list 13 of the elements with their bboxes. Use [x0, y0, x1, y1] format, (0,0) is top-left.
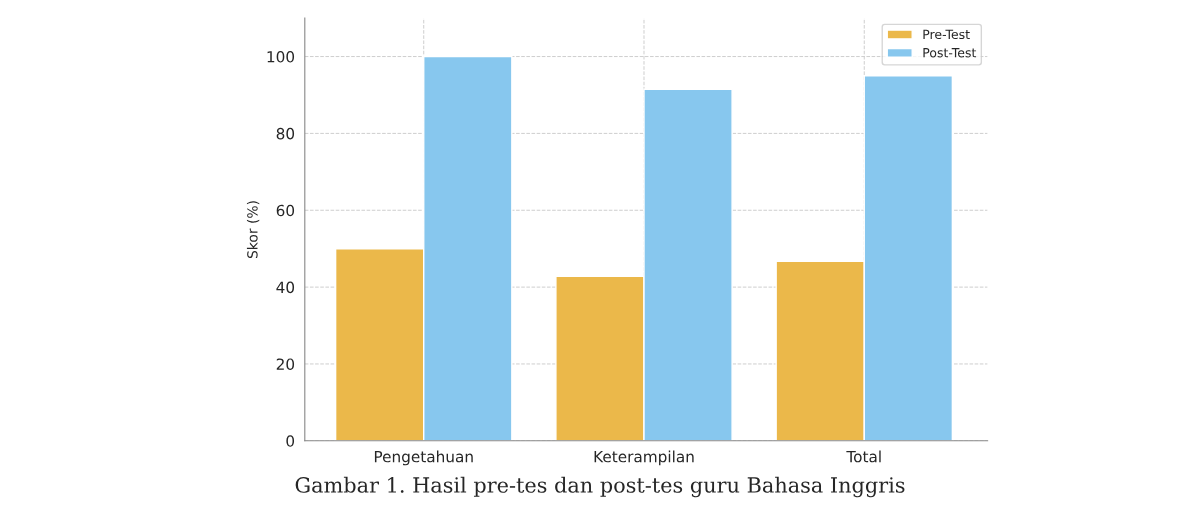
x-tick-label: Keterampilan — [594, 450, 694, 466]
y-tick-label: 0 — [286, 435, 295, 447]
y-tick-label: 80 — [276, 127, 295, 140]
text: Gambar 1. Hasil pre-tes dan post-tes guru Bahasa Inggris — [295, 476, 905, 498]
y-tick-label: 20 — [276, 358, 295, 370]
x-tick-label: Pengetahuan — [374, 450, 473, 466]
y-axis-title: Skor (%) — [246, 201, 260, 259]
legend-label: Post-Test — [923, 48, 977, 58]
y-tick-label: 60 — [276, 204, 295, 217]
y-tick-label: 100 — [267, 51, 295, 63]
x-tick-label: Total — [846, 450, 881, 463]
y-tick-label: 40 — [276, 281, 295, 294]
legend-label: Pre-Test — [923, 29, 970, 40]
